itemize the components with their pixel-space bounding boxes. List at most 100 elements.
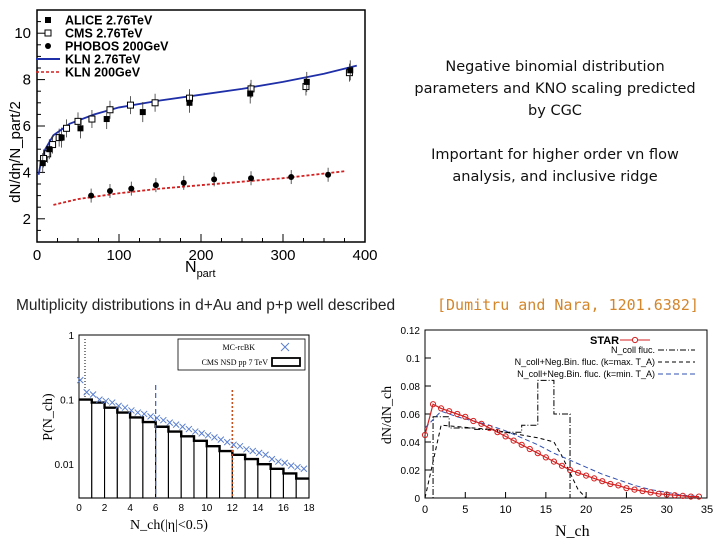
star-point: [542, 454, 549, 461]
legend-marker-mc: [280, 342, 290, 352]
mc-point: [128, 407, 135, 414]
cms-point: [74, 117, 82, 125]
mc-point: [223, 438, 231, 446]
mc-point: [191, 428, 199, 435]
y-tick-label: 0.04: [401, 438, 421, 449]
star-point: [486, 424, 493, 432]
mc-point: [294, 463, 301, 471]
star-point: [446, 408, 453, 415]
legend-label: KLN 2.76TeV: [65, 53, 141, 67]
x-tick-label: 0: [76, 503, 82, 514]
star-point: [502, 433, 509, 440]
mc-point: [255, 449, 263, 457]
mc-point: [121, 404, 129, 412]
bar-step-outline: [79, 398, 309, 480]
series-line-kln-276: [37, 64, 358, 175]
mc-point: [217, 436, 225, 444]
alice-point: [303, 78, 310, 85]
star-point: [679, 492, 686, 499]
y-tick-label: 2: [23, 211, 31, 228]
x-tick-labels: 0 5 10 15 20 25 30 35: [422, 504, 713, 516]
mc-point: [115, 402, 122, 410]
star-point: [647, 489, 654, 496]
star-point: [478, 420, 485, 427]
cms-point: [88, 115, 96, 123]
mc-point: [268, 455, 276, 463]
notes-panel: Negative binomial distribution parameter…: [410, 56, 700, 210]
mc-point: [300, 465, 308, 473]
mc-point: [166, 419, 174, 426]
y-tick-label: 8: [23, 72, 31, 89]
mc-point: [89, 391, 97, 398]
legend-marker-cms: [271, 357, 301, 367]
data-series: [37, 60, 358, 206]
x-axis-label: N_ch(|η|<0.5): [130, 518, 208, 533]
star-point: [494, 429, 501, 436]
mc-point: [96, 396, 103, 403]
mc-point: [108, 399, 116, 406]
phobos-point: [128, 185, 135, 192]
alice-point: [347, 67, 354, 74]
mc-point: [172, 421, 180, 428]
star-point: [607, 480, 614, 488]
axis-ticks: [424, 329, 708, 499]
star-point: [591, 475, 598, 482]
mc-point: [134, 409, 142, 416]
bar: [180, 435, 195, 499]
mc-point: [249, 447, 257, 455]
mc-point: [211, 434, 218, 441]
star-point: [631, 486, 638, 493]
phobos-point: [211, 176, 218, 183]
y-tick-label: 0.01: [55, 460, 75, 471]
star-point: [583, 472, 590, 479]
bar: [155, 426, 169, 499]
y-tick-label: 1: [68, 331, 74, 342]
x-axis-label-main: N: [185, 259, 197, 276]
x-tick-label: 2: [102, 503, 108, 514]
legend-label: ALICE 2.76TeV: [65, 14, 153, 28]
bar: [78, 399, 93, 499]
phobos-point: [152, 182, 159, 189]
star-point: [462, 413, 469, 420]
x-tick-label: 100: [106, 247, 131, 264]
phobos-point: [325, 171, 332, 178]
y-tick-label: 6: [23, 118, 31, 135]
star-point: [687, 493, 694, 500]
legend-label: PHOBOS 200GeV: [65, 40, 169, 54]
bar: [104, 407, 118, 499]
x-tick-label: 35: [701, 504, 713, 516]
x-axis-label: Npart: [185, 259, 216, 280]
y-axis-label: dN/dη/N_part/2: [7, 101, 24, 203]
legend-marker-alice: [45, 17, 51, 23]
citation: [Dumitru and Nara, 1201.6382]: [437, 296, 699, 314]
x-tick-label: 15: [540, 504, 552, 516]
star-point: [623, 485, 630, 492]
legend-label: MC-rcBK: [223, 343, 256, 352]
mc-point: [236, 442, 244, 450]
y-axis-label: dN/dN_ch: [380, 386, 395, 444]
legend-label: KLN 200GeV: [65, 66, 141, 80]
mc-point: [102, 397, 110, 405]
x-tick-labels: 0 2 4 6 8 10 12 14 16 18: [76, 503, 315, 514]
series-ncoll-fluc: [425, 379, 707, 499]
star-point: [550, 458, 558, 465]
y-tick-labels: 0 0.02 0.04 0.06 0.08 0.1 0.12: [401, 326, 421, 505]
star-point: [534, 450, 541, 457]
legend: MC-rcBK CMS NSD pp 7 TeV: [177, 338, 306, 371]
mc-point: [198, 430, 206, 437]
y-tick-labels: 1 0.1 0.01: [55, 331, 75, 471]
alice-point: [103, 116, 110, 123]
alice-point: [58, 134, 65, 141]
mc-point: [243, 445, 250, 453]
phobos-point: [88, 192, 95, 199]
star-point: [470, 417, 477, 425]
star-point: [663, 491, 670, 498]
series-nbd-max: [424, 410, 699, 498]
x-tick-label: 18: [303, 503, 315, 514]
x-axis-label-sub: part: [197, 268, 216, 280]
x-tick-label: 200: [188, 247, 213, 264]
x-tick-label: 0: [422, 504, 428, 516]
star-point: [438, 405, 445, 412]
y-tick-label: 0.02: [401, 466, 421, 477]
bar: [142, 421, 157, 499]
